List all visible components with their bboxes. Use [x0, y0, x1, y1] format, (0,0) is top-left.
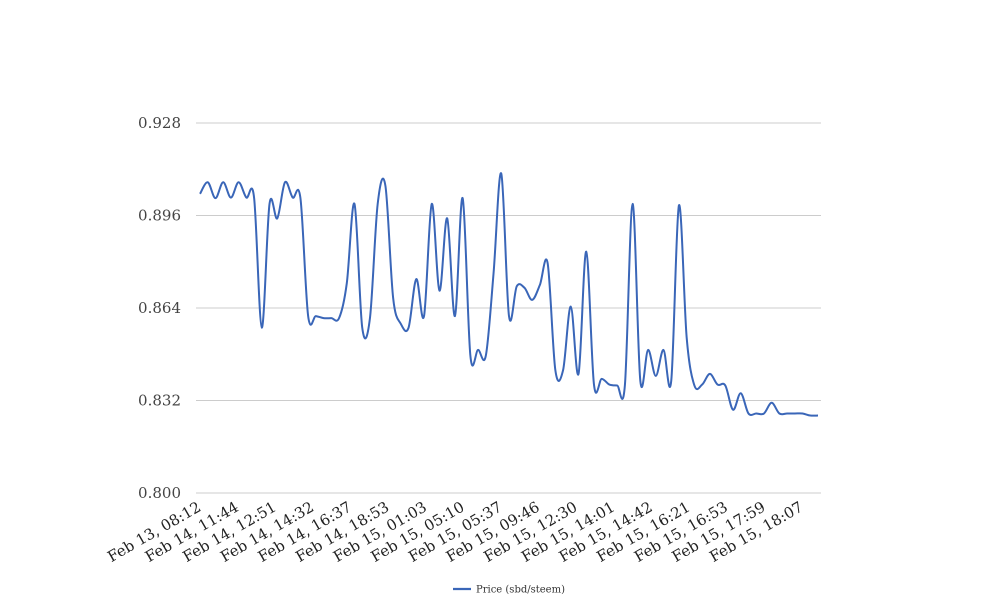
data-point	[345, 281, 349, 285]
data-point	[762, 412, 766, 416]
data-point	[368, 316, 372, 320]
y-axis-tick-labels: 0.800 0.832 0.864 0.896 0.928	[138, 114, 181, 502]
data-point	[430, 202, 434, 206]
data-point	[221, 180, 225, 184]
data-point	[353, 202, 357, 206]
data-point	[577, 372, 581, 376]
y-tick-label: 0.928	[138, 114, 181, 132]
data-point	[360, 326, 364, 330]
data-point	[723, 383, 727, 387]
data-point	[716, 383, 720, 387]
data-point	[275, 216, 279, 220]
data-point	[654, 374, 658, 378]
series-layer	[198, 172, 820, 418]
data-point	[538, 283, 542, 287]
data-point	[376, 202, 380, 206]
y-tick-label: 0.896	[138, 207, 181, 225]
data-point	[808, 414, 812, 418]
data-point	[546, 261, 550, 265]
data-point	[754, 412, 758, 416]
data-point	[461, 196, 465, 200]
data-point	[492, 271, 496, 275]
data-point	[414, 277, 418, 281]
data-point	[731, 408, 735, 412]
data-point	[770, 401, 774, 405]
data-point	[252, 196, 256, 200]
data-point	[329, 316, 333, 320]
data-point	[484, 354, 488, 358]
data-point	[746, 412, 750, 416]
legend: Price (sbd/steem)	[453, 585, 565, 596]
data-point	[669, 379, 673, 383]
data-point	[445, 216, 449, 220]
data-point	[283, 180, 287, 184]
data-point	[793, 412, 797, 416]
data-point	[437, 289, 441, 293]
data-point	[337, 316, 341, 320]
data-point	[306, 314, 310, 318]
data-point	[662, 348, 666, 352]
data-point	[569, 305, 573, 309]
data-point	[422, 314, 426, 318]
data-point	[708, 372, 712, 376]
data-point	[685, 335, 689, 339]
data-point	[322, 316, 326, 320]
data-point	[646, 348, 650, 352]
data-point	[584, 250, 588, 254]
data-point	[476, 348, 480, 352]
y-tick-label: 0.800	[138, 484, 181, 502]
data-point	[801, 412, 805, 416]
data-point	[298, 196, 302, 200]
data-point	[383, 184, 387, 188]
data-point	[268, 202, 272, 206]
data-point	[638, 379, 642, 383]
data-point	[260, 326, 264, 330]
data-point	[677, 203, 681, 207]
data-point	[623, 383, 627, 387]
data-point	[777, 412, 781, 416]
y-tick-label: 0.864	[138, 299, 181, 317]
data-point	[291, 196, 295, 200]
y-tick-label: 0.832	[138, 392, 181, 410]
data-point	[631, 202, 635, 206]
data-point	[592, 383, 596, 387]
data-point	[739, 391, 743, 395]
data-point	[522, 286, 526, 290]
data-point	[615, 383, 619, 387]
series-line-price	[199, 172, 819, 417]
data-point	[530, 298, 534, 302]
data-point	[399, 322, 403, 326]
data-point	[561, 368, 565, 372]
data-point	[515, 284, 519, 288]
data-point	[229, 196, 233, 200]
data-point	[507, 314, 511, 318]
legend-label-price: Price (sbd/steem)	[476, 585, 565, 596]
data-point	[692, 383, 696, 387]
data-point	[198, 192, 202, 196]
data-point	[244, 196, 248, 200]
data-point	[453, 314, 457, 318]
data-point	[600, 377, 604, 381]
data-point	[553, 368, 557, 372]
data-point	[314, 314, 318, 318]
data-point	[700, 383, 704, 387]
data-point	[607, 383, 611, 387]
data-point	[407, 326, 411, 330]
data-point	[206, 180, 210, 184]
data-point	[237, 180, 241, 184]
data-point	[785, 412, 789, 416]
data-point	[499, 172, 503, 176]
data-point	[816, 414, 820, 418]
data-point	[213, 196, 217, 200]
data-point	[391, 296, 395, 300]
data-point	[468, 354, 472, 358]
